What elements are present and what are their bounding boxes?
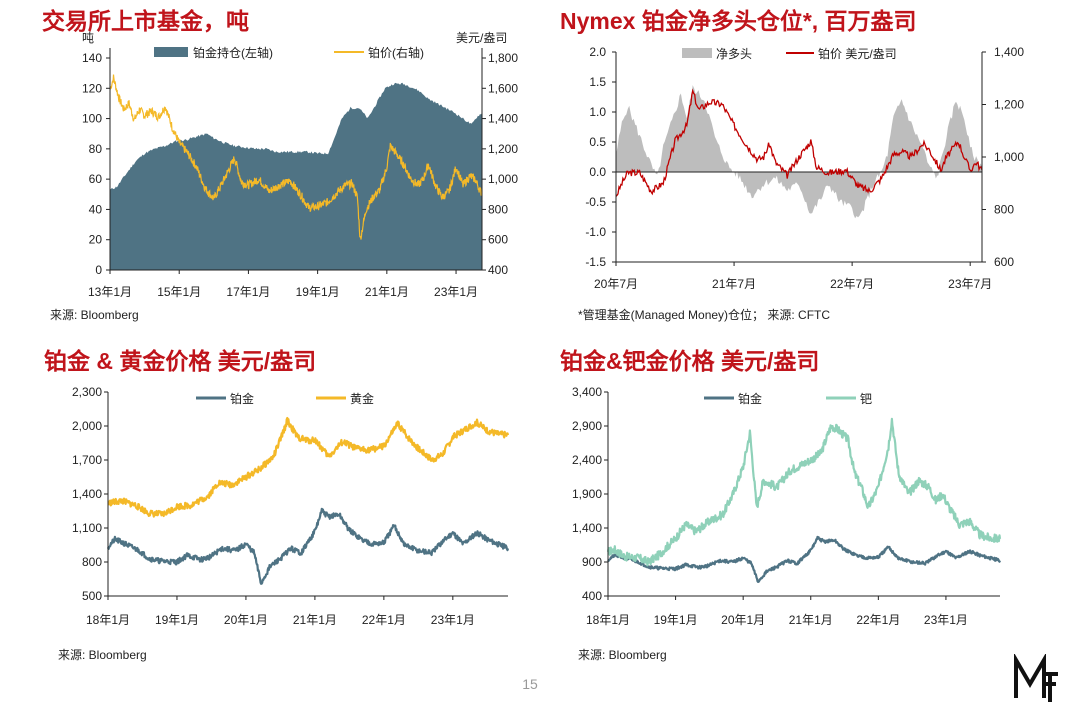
series-line-platinum: [106, 507, 510, 585]
y-tick-label-left: 2.0: [589, 45, 606, 59]
source-note-etf: 来源: Bloomberg: [50, 308, 139, 322]
x-tick-label: 18年1月: [586, 613, 630, 627]
source-note-platinum-palladium: 来源: Bloomberg: [578, 648, 667, 662]
y-tick-label: 1,700: [72, 453, 102, 467]
y-tick-label-left: 1.5: [589, 75, 606, 89]
y-tick-label: 3,400: [572, 385, 602, 399]
x-tick-label: 21年1月: [293, 613, 337, 627]
legend-label-0: 铂金: [230, 391, 254, 406]
y-tick-label: 1,400: [572, 521, 602, 535]
y-tick-label-right: 600: [488, 233, 508, 247]
legend-label-1: 黄金: [350, 391, 374, 406]
x-tick-label: 21年1月: [365, 285, 409, 299]
y-tick-label-right: 1,600: [488, 81, 518, 95]
y-tick-label: 1,400: [72, 487, 102, 501]
y-tick-label-left: 0: [95, 263, 102, 277]
source-note-nymex: *管理基金(Managed Money)仓位； 来源: CFTC: [578, 308, 831, 322]
y-axis-unit-left: 吨: [82, 31, 94, 45]
y-tick-label-left: 0.0: [589, 165, 606, 179]
y-tick-label-right: 1,400: [488, 112, 518, 126]
legend-label-price: 铂价(右轴): [368, 45, 424, 60]
y-tick-label-right: 1,000: [994, 150, 1024, 164]
y-tick-label-right: 1,200: [994, 98, 1024, 112]
y-tick-label-left: -0.5: [585, 195, 606, 209]
y-tick-label-left: 80: [89, 142, 103, 156]
series-line-palladium: [606, 417, 1002, 567]
y-tick-label-right: 600: [994, 255, 1014, 269]
x-tick-label: 21年1月: [789, 613, 833, 627]
series-line-platinum-price: [109, 74, 483, 240]
y-tick-label-left: -1.5: [585, 255, 606, 269]
y-tick-label-left: 140: [82, 51, 102, 65]
x-tick-label: 22年1月: [856, 613, 900, 627]
legend-label-0: 铂金: [738, 391, 762, 406]
y-tick-label-left: 20: [89, 233, 103, 247]
y-tick-label-right: 800: [994, 203, 1014, 217]
mf-logo-icon: [1014, 654, 1058, 702]
x-tick-label: 17年1月: [226, 285, 270, 299]
y-tick-label: 1,100: [72, 521, 102, 535]
y-tick-label-left: 40: [89, 202, 103, 216]
y-tick-label: 500: [82, 589, 102, 603]
chart-nymex-net-long: -1.5 -1.0 -0.5 0.0 0.5 1.0 1.5 2.0 600 800 1,000 1,…: [585, 45, 1024, 291]
x-tick-label: 20年7月: [594, 277, 638, 291]
x-tick-label: 21年7月: [712, 277, 756, 291]
x-tick-label: 20年1月: [224, 613, 268, 627]
y-tick-label: 2,000: [72, 419, 102, 433]
legend-label-net-long: 净多头: [716, 47, 752, 61]
chart-title-platinum-palladium: 铂金&钯金价格 美元/盎司: [560, 348, 820, 374]
y-tick-label: 800: [82, 555, 102, 569]
y-tick-label-left: -1.0: [585, 225, 606, 239]
y-tick-label-right: 1,200: [488, 142, 518, 156]
series-area-net-long: [616, 85, 982, 219]
y-tick-label-right: 1,400: [994, 45, 1024, 59]
y-tick-label-left: 1.0: [589, 105, 606, 119]
legend-swatch-holdings: [154, 47, 188, 57]
series-line-gold: [107, 416, 510, 518]
chart-title-platinum-gold: 铂金 & 黄金价格 美元/盎司: [44, 348, 317, 374]
x-tick-label: 20年1月: [721, 613, 765, 627]
y-tick-label: 2,400: [572, 453, 602, 467]
chart-title-nymex: Nymex 铂金净多头仓位*, 百万盎司: [560, 8, 917, 34]
y-axis-unit-right: 美元/盎司: [456, 31, 507, 45]
chart-etf-holdings: 0 20 40 60 80 100 120 140 400 600 800 1,000 1,200 1,4…: [82, 31, 518, 299]
y-tick-label: 900: [582, 555, 602, 569]
series-line-platinum: [607, 535, 1002, 583]
y-tick-label: 2,900: [572, 419, 602, 433]
y-tick-label-right: 1,800: [488, 51, 518, 65]
y-tick-label-left: 120: [82, 81, 102, 95]
legend-label-1: 钯: [860, 392, 872, 406]
y-tick-label-left: 100: [82, 112, 102, 126]
x-tick-label: 19年1月: [155, 613, 199, 627]
x-tick-label: 18年1月: [86, 613, 130, 627]
x-tick-label: 23年1月: [431, 613, 475, 627]
chart-platinum-gold: 500 800 1,100 1,400 1,700 2,000 2,300 18年1月 19年1…: [72, 385, 510, 627]
x-tick-label: 22年1月: [362, 613, 406, 627]
x-tick-label: 19年1月: [654, 613, 698, 627]
y-tick-label-right: 1,000: [488, 172, 518, 186]
series-line-platinum-price: [615, 88, 983, 197]
y-tick-label: 400: [582, 589, 602, 603]
source-note-platinum-gold: 来源: Bloomberg: [58, 648, 147, 662]
x-tick-label: 23年1月: [434, 285, 478, 299]
x-tick-label: 23年1月: [924, 613, 968, 627]
legend-swatch-net-long: [682, 48, 712, 58]
x-tick-label: 22年7月: [830, 277, 874, 291]
y-tick-label-right: 400: [488, 263, 508, 277]
legend-label-price: 铂价 美元/盎司: [818, 46, 897, 61]
y-tick-label: 1,900: [572, 487, 602, 501]
y-tick-label: 2,300: [72, 385, 102, 399]
page-number: 15: [522, 676, 538, 692]
chart-title-etf: 交易所上市基金，吨: [42, 8, 249, 34]
y-tick-label-left: 0.5: [589, 135, 606, 149]
y-tick-label-right: 800: [488, 202, 508, 216]
series-area-platinum-holdings: [110, 82, 482, 270]
x-tick-label: 23年7月: [948, 277, 992, 291]
legend-label-holdings: 铂金持仓(左轴): [193, 45, 273, 60]
y-tick-label-left: 60: [89, 172, 103, 186]
x-tick-label: 15年1月: [157, 285, 201, 299]
x-tick-label: 19年1月: [296, 285, 340, 299]
x-tick-label: 13年1月: [88, 285, 132, 299]
